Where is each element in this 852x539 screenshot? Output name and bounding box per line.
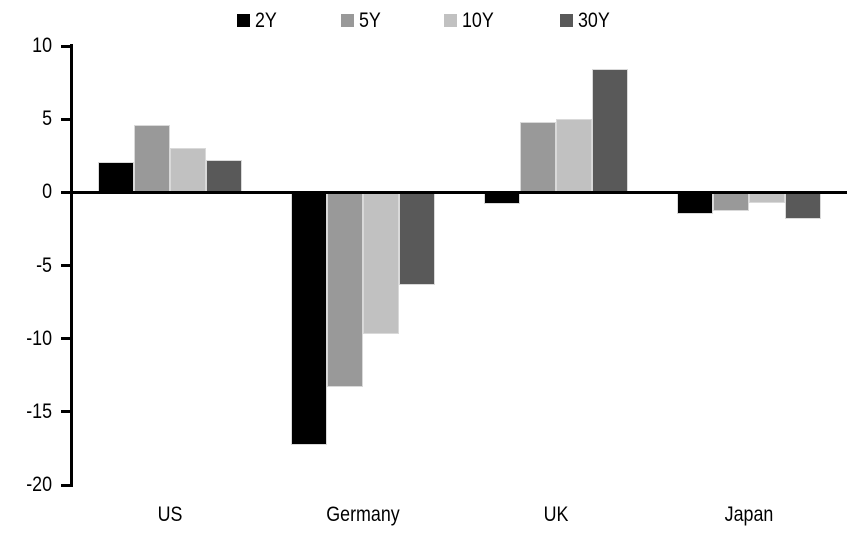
chart-legend: 2Y 5Y 10Y 30Y (0, 10, 852, 31)
legend-item-30y: 30Y (559, 9, 615, 32)
y-tick-label--15: -15 (26, 399, 52, 423)
bar-germany-10y (362, 192, 399, 335)
y-tick-label--10: -10 (26, 326, 52, 350)
legend-label-10y: 10Y (462, 9, 495, 32)
y-tick-0 (61, 190, 71, 194)
bar-japan-2y (676, 192, 713, 215)
bar-germany-30y (398, 192, 435, 285)
legend-item-10y: 10Y (444, 10, 499, 31)
bar-us-10y (169, 148, 206, 193)
legend-label-30y: 30Y (577, 9, 610, 32)
y-tick-label-10: 10 (32, 34, 52, 57)
bar-germany-2y (290, 192, 327, 446)
legend-label-5y: 5Y (358, 9, 381, 32)
y-tick-label--5: -5 (36, 253, 52, 277)
y-tick-label--20: -20 (26, 473, 52, 496)
legend-item-2y: 2Y (236, 9, 281, 32)
bar-us-2y (97, 161, 134, 193)
bar-uk-30y (591, 69, 628, 193)
legend-swatch-5y (340, 14, 354, 27)
bar-japan-5y (712, 192, 749, 212)
y-tick-10 (61, 44, 71, 48)
bar-japan-30y (784, 192, 821, 219)
legend-swatch-30y (559, 14, 573, 27)
y-axis-line (70, 44, 73, 487)
zero-line (70, 190, 847, 194)
bar-us-30y (205, 160, 242, 193)
bar-uk-2y (483, 192, 520, 205)
y-tick-5 (61, 117, 71, 121)
x-axis-label-us: US (157, 503, 182, 526)
y-tick-label-0: 0 (42, 180, 52, 204)
legend-label-2y: 2Y (254, 9, 277, 32)
legend-swatch-2y (236, 14, 250, 27)
bar-germany-5y (326, 192, 363, 387)
y-tick--5 (61, 264, 71, 267)
legend-item-5y: 5Y (340, 9, 385, 32)
y-tick--20 (61, 483, 71, 487)
bar-uk-5y (519, 122, 556, 193)
legend-swatch-10y (444, 14, 458, 27)
y-tick-label-5: 5 (42, 107, 52, 131)
bar-uk-10y (555, 119, 592, 193)
y-tick--10 (61, 337, 71, 341)
bar-us-5y (133, 125, 170, 193)
x-axis-label-uk: UK (543, 503, 568, 526)
x-axis-label-japan: Japan (724, 503, 773, 526)
y-tick--15 (61, 410, 71, 414)
x-axis-label-germany: Germany (325, 503, 400, 526)
bar-japan-10y (748, 192, 785, 203)
